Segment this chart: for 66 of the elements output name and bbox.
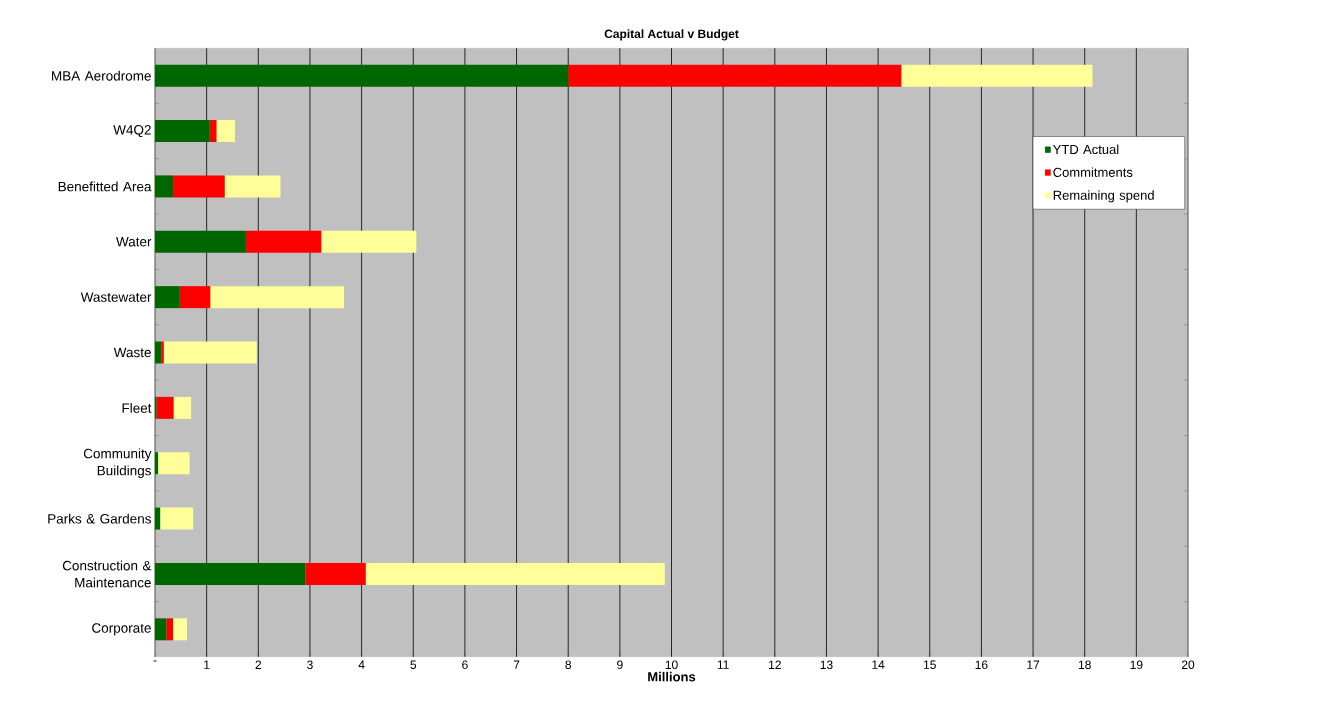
- bar: [155, 341, 162, 364]
- x-tick-label: 9: [617, 660, 623, 670]
- bar: [161, 341, 164, 364]
- y-tick-label: Water: [116, 237, 152, 247]
- bar: [163, 341, 257, 364]
- x-axis-title: Millions: [648, 671, 696, 682]
- x-tick-label: 12: [769, 660, 781, 669]
- bar: [568, 64, 902, 87]
- chart-title: Capital Actual v Budget: [604, 29, 739, 41]
- bar: [173, 175, 225, 198]
- x-tick-label: 14: [872, 660, 885, 669]
- x-tick-label: 4: [358, 660, 365, 669]
- x-tick-label: -: [153, 660, 157, 662]
- x-tick-label: 7: [513, 660, 520, 669]
- bar: [155, 120, 210, 143]
- bar: [155, 452, 159, 475]
- x-tick-label: 6: [462, 660, 468, 670]
- bar: [365, 562, 665, 585]
- x-tick-label: 18: [1078, 660, 1091, 670]
- x-tick-label: 20: [1181, 660, 1195, 670]
- bar: [166, 618, 174, 641]
- legend-label: Remaining spend: [1053, 190, 1154, 203]
- y-tick-label: Fleet: [122, 402, 152, 413]
- y-tick-label: Community Buildings: [83, 448, 152, 479]
- bar: [224, 175, 281, 198]
- bar: [210, 286, 345, 309]
- y-tick-label: Construction & Maintenance: [62, 560, 152, 588]
- y-tick-label: Parks & Gardens: [48, 513, 151, 524]
- bar: [155, 230, 246, 253]
- x-tick-label: 13: [820, 660, 833, 670]
- bar: [216, 120, 236, 143]
- y-tick-label: MBA Aerodrome: [52, 70, 151, 81]
- y-tick-label: Corporate: [92, 623, 151, 636]
- x-tick-label: 5: [410, 660, 417, 669]
- y-tick-label: W4Q2: [113, 125, 151, 138]
- bar: [155, 175, 174, 198]
- bar: [179, 286, 211, 309]
- bar: [160, 507, 194, 530]
- x-tick-label: 17: [1027, 660, 1040, 669]
- legend-label: YTD Actual: [1052, 144, 1119, 155]
- bar: [173, 396, 192, 419]
- x-tick-label: 3: [307, 660, 313, 670]
- y-tick-label: Wastewater: [80, 292, 152, 302]
- bar: [173, 618, 188, 641]
- bar: [305, 562, 366, 585]
- x-tick-label: 1: [204, 660, 210, 669]
- x-tick-label: 10: [665, 660, 678, 670]
- bar: [156, 396, 174, 419]
- bar: [155, 286, 180, 309]
- x-tick-label: 19: [1130, 660, 1143, 670]
- bar: [155, 618, 167, 641]
- y-tick-label: Benefitted Area: [58, 181, 152, 192]
- y-tick-label: Waste: [113, 347, 151, 358]
- x-tick-label: 2: [255, 660, 262, 669]
- x-tick-label: 16: [975, 660, 988, 670]
- bar: [901, 64, 1093, 87]
- x-tick-label: 15: [924, 660, 936, 669]
- bar: [155, 562, 306, 585]
- x-tick-label: 8: [565, 660, 572, 670]
- bar: [321, 230, 417, 253]
- bar: [155, 64, 569, 87]
- bar: [155, 507, 161, 530]
- bar: [158, 452, 190, 475]
- legend-label: Commitments: [1053, 167, 1133, 177]
- bar: [245, 230, 322, 253]
- x-tick-label: 11: [717, 660, 729, 669]
